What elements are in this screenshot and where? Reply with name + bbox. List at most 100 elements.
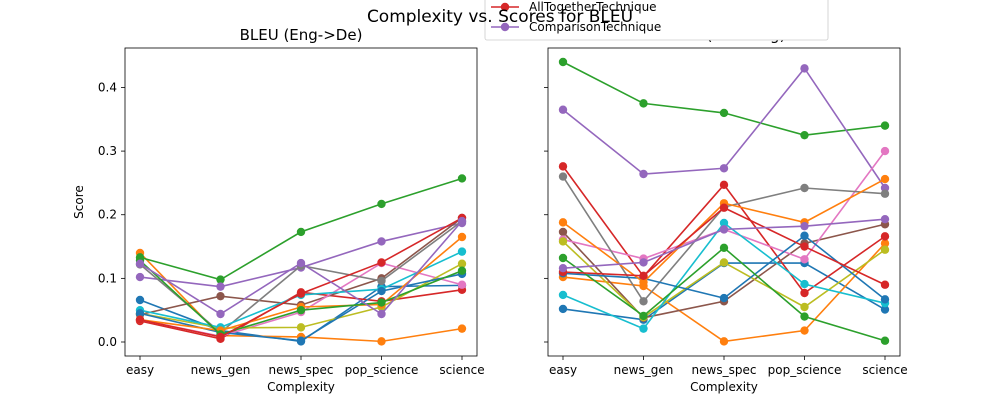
subplot-2: BLEU (De->Eng)easynews_gennews_specpop_s…: [544, 26, 908, 394]
data-point: [457, 174, 467, 183]
series-8: [558, 172, 890, 306]
data-point: [377, 258, 386, 267]
data-point: [880, 295, 890, 304]
y-tick-label: 0.3: [98, 144, 117, 158]
data-point: [216, 332, 225, 342]
data-point: [800, 221, 809, 231]
data-point: [800, 255, 809, 264]
data-point: [880, 245, 890, 254]
x-tick-label: pop_science: [768, 363, 842, 377]
data-point: [880, 174, 890, 184]
data-point: [377, 276, 386, 286]
data-point: [880, 232, 890, 241]
data-point: [296, 258, 306, 268]
plot-frame: [547, 47, 901, 357]
data-point: [880, 214, 890, 224]
data-point: [135, 315, 145, 324]
data-point: [558, 105, 568, 114]
data-point: [558, 253, 568, 263]
data-point: [880, 239, 890, 248]
data-point: [457, 259, 467, 268]
data-point: [558, 290, 568, 300]
data-point: [457, 247, 467, 256]
data-point: [135, 259, 145, 268]
data-point: [639, 311, 648, 321]
y-axis-label: Score: [72, 185, 86, 219]
data-point: [800, 64, 809, 73]
data-point: [296, 289, 306, 298]
data-point: [639, 297, 648, 306]
data-point: [719, 108, 729, 118]
data-point: [800, 183, 809, 193]
data-point: [800, 130, 809, 140]
x-tick-label: news_spec: [269, 363, 334, 377]
data-point: [639, 169, 648, 179]
data-point: [880, 280, 890, 289]
data-point: [639, 258, 648, 267]
series-10: [558, 218, 890, 333]
data-point: [639, 324, 648, 333]
figure-title: Complexity vs. Scores for BLEU: [367, 7, 633, 27]
data-point: [377, 298, 386, 307]
data-point: [377, 237, 386, 246]
data-point: [558, 172, 568, 181]
x-axis-label: Complexity: [690, 380, 758, 394]
data-point: [377, 337, 386, 346]
legend-frame: [484, 0, 829, 41]
data-point: [558, 57, 568, 67]
data-point: [216, 309, 225, 319]
data-point: [558, 227, 568, 237]
data-point: [558, 304, 568, 314]
x-tick-label: easy: [126, 363, 154, 377]
legend-swatch-marker: [500, 2, 510, 12]
series-5: [558, 64, 890, 193]
x-tick-label: news_gen: [614, 363, 674, 377]
data-point: [135, 309, 145, 318]
data-point: [377, 309, 386, 319]
data-point: [719, 258, 729, 267]
data-point: [135, 272, 145, 282]
legend-label: ComparisonTechnique: [529, 20, 661, 34]
data-point: [719, 180, 729, 190]
data-point: [296, 336, 306, 345]
data-point: [800, 242, 809, 251]
data-point: [719, 203, 729, 212]
data-point: [800, 326, 809, 335]
data-point: [457, 232, 467, 242]
data-point: [558, 263, 568, 273]
data-point: [296, 227, 306, 237]
series-15: [558, 214, 890, 273]
series-6: [558, 220, 890, 323]
x-tick-label: science: [439, 363, 484, 377]
data-point: [296, 305, 306, 315]
data-point: [880, 305, 890, 314]
data-point: [880, 189, 890, 198]
data-point: [558, 162, 568, 171]
legend-swatch-marker: [500, 22, 510, 32]
data-point: [216, 282, 225, 291]
data-point: [719, 225, 729, 234]
series-line: [562, 61, 886, 136]
data-point: [216, 275, 225, 284]
subplot-title: BLEU (Eng->De): [240, 26, 363, 44]
subplot-1: BLEU (Eng->De) easy news_gen news_spec pop_s…: [72, 26, 485, 394]
subplots: BLEU (Eng->De) easy news_gen news_spec pop_s…: [72, 26, 908, 394]
y-tick-label: 0.1: [98, 271, 117, 285]
data-point: [800, 231, 809, 240]
legend: AllTogetherTechnique ComparisonTechnique: [484, 0, 829, 41]
data-point: [639, 277, 648, 287]
data-point: [639, 271, 648, 281]
data-point: [719, 293, 729, 303]
data-point: [558, 237, 568, 246]
data-point: [639, 99, 648, 108]
data-point: [457, 280, 467, 289]
data-point: [216, 291, 225, 301]
data-point: [719, 218, 729, 228]
series-13: [558, 243, 890, 345]
data-point: [135, 295, 145, 305]
data-point: [800, 279, 809, 289]
x-tick-label: news_spec: [692, 363, 757, 377]
y-tick-label: 0.4: [98, 80, 117, 94]
data-point: [457, 216, 467, 226]
